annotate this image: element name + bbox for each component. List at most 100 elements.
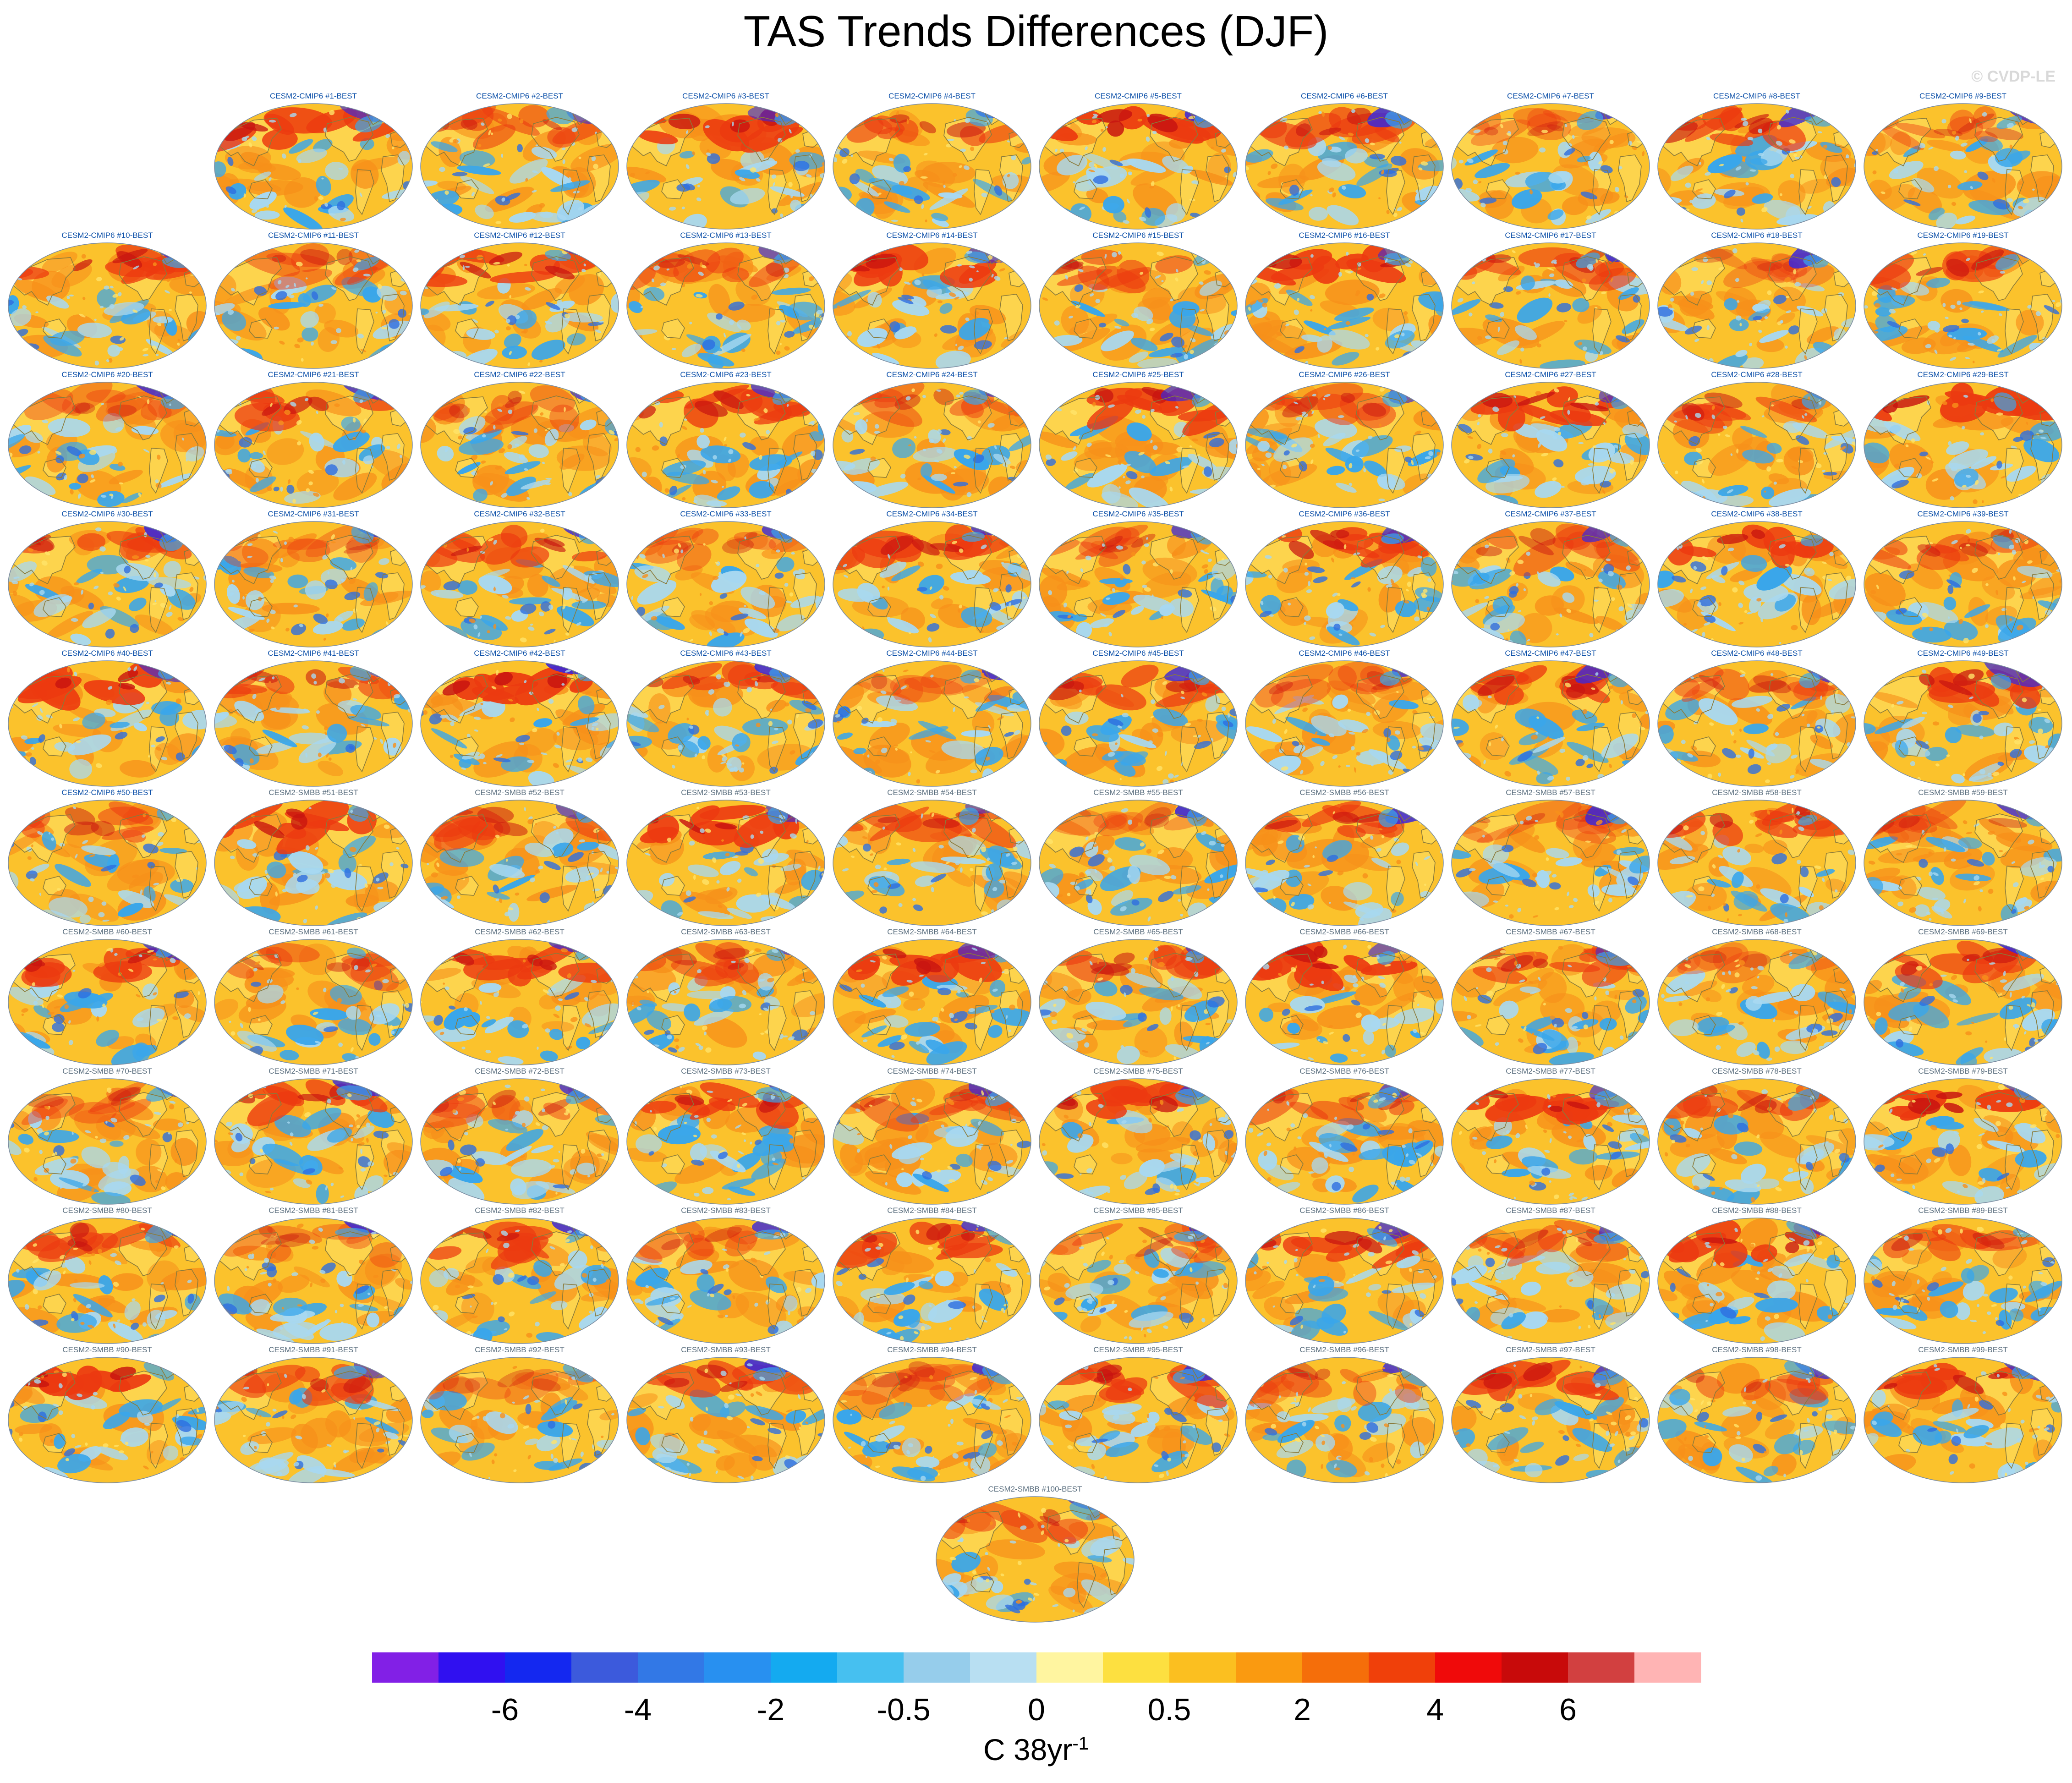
speckle [669, 206, 676, 211]
warm-anomaly [556, 445, 610, 471]
speckle [269, 120, 276, 123]
globe-outline [1864, 242, 2062, 369]
hot-anomaly [421, 273, 468, 287]
cool-anomaly [1414, 773, 1436, 786]
speckle [1453, 555, 1457, 560]
map-panel: CESM2-CMIP6 #22-BEST [419, 370, 620, 510]
speckle [959, 392, 964, 395]
speckle [1849, 122, 1856, 126]
speckle [1393, 213, 1398, 217]
cool-anomaly [8, 773, 27, 786]
speckle [1696, 188, 1703, 192]
speckle [1864, 609, 1866, 614]
speckle [1425, 209, 1431, 213]
speckle [255, 477, 259, 483]
coastline [1206, 154, 1229, 203]
speckle [1965, 357, 1970, 359]
speckle [591, 156, 596, 161]
speckle [693, 499, 698, 504]
speckle [1007, 140, 1010, 143]
speckle [1777, 125, 1781, 130]
warm-anomaly [314, 303, 336, 324]
coastline [2005, 308, 2024, 355]
cool-anomaly [911, 296, 926, 307]
speckle [1701, 280, 1704, 285]
speckle [1919, 143, 1925, 148]
warm-anomaly [229, 178, 282, 192]
globe-map [8, 382, 207, 508]
speckle [498, 448, 505, 454]
speckle [1739, 323, 1742, 327]
warm-anomaly [169, 275, 206, 296]
hot-anomaly [36, 390, 81, 416]
cool-anomaly [1520, 275, 1535, 291]
cool-anomaly-strong [1872, 151, 1879, 155]
speckle [301, 358, 304, 362]
coastline [175, 294, 198, 342]
hot-anomaly-strong [1107, 120, 1124, 137]
speckle [1741, 118, 1747, 121]
warm-anomaly [284, 177, 321, 208]
cool-anomaly [1301, 334, 1322, 342]
cool-anomaly [1496, 340, 1520, 355]
speckle [342, 460, 345, 465]
speckle [1264, 317, 1271, 321]
speckle [110, 285, 114, 289]
cool-anomaly [1002, 172, 1019, 189]
speckle [214, 286, 218, 289]
speckle [2052, 178, 2058, 183]
speckle [1572, 135, 1575, 139]
speckle [1365, 334, 1369, 337]
map-panel-title: CESM2-CMIP6 #9-BEST [1919, 92, 2006, 100]
speckle [1088, 162, 1095, 168]
speckle [1786, 110, 1789, 114]
coastline [325, 256, 373, 301]
speckle [1452, 222, 1458, 228]
speckle [766, 430, 770, 434]
cool-anomaly-strong [1961, 318, 1969, 324]
speckle [921, 273, 925, 276]
speckle [680, 425, 687, 430]
warm-anomaly [1864, 480, 1880, 499]
cool-anomaly-strong [1170, 353, 1183, 358]
cool-anomaly [458, 438, 504, 455]
speckle [118, 461, 123, 467]
speckle [292, 499, 296, 504]
speckle [923, 449, 926, 451]
speckle [861, 492, 866, 495]
cool-anomaly [1039, 488, 1054, 500]
cool-anomaly [1452, 353, 1478, 368]
speckle [683, 418, 688, 421]
map-panel-title: CESM2-CMIP6 #34-BEST [886, 510, 978, 518]
speckle [1015, 207, 1020, 213]
globe-outline [626, 242, 825, 369]
speckle [1404, 263, 1411, 267]
speckle [1015, 680, 1021, 683]
speckle [732, 121, 734, 126]
speckle [921, 204, 924, 209]
speckle [69, 294, 74, 297]
speckle [630, 173, 636, 177]
globe-map [1864, 242, 2062, 369]
speckle [1847, 362, 1851, 366]
speckle [378, 284, 382, 289]
speckle [833, 139, 835, 144]
speckle [1310, 309, 1313, 312]
speckle [756, 178, 761, 182]
cool-anomaly-strong [1773, 295, 1787, 304]
cool-anomaly-strong [1600, 165, 1613, 174]
speckle [296, 420, 302, 425]
speckle [270, 403, 273, 407]
coastline [531, 256, 580, 301]
speckle [1853, 537, 1856, 541]
cool-anomaly [1724, 298, 1738, 311]
speckle [214, 209, 221, 214]
speckle [1412, 746, 1416, 749]
speckle [1478, 414, 1481, 417]
hot-anomaly [266, 252, 328, 267]
speckle [1245, 740, 1248, 746]
speckle [2052, 217, 2055, 222]
speckle [637, 252, 642, 256]
speckle [987, 423, 995, 428]
speckle [1788, 139, 1796, 144]
